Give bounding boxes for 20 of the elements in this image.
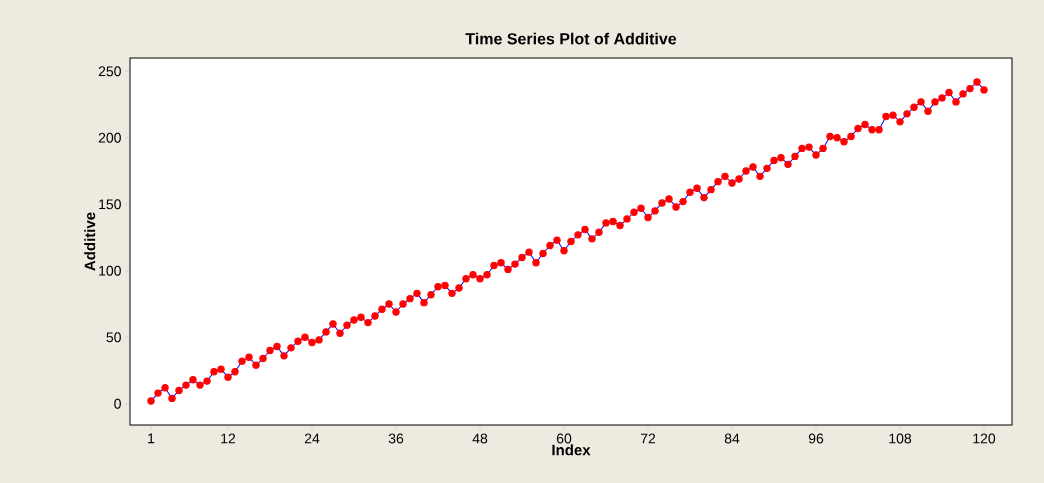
x-tick-label: 108	[889, 433, 912, 444]
x-tick-label: 12	[221, 433, 236, 444]
x-tick-label: 120	[973, 433, 996, 444]
y-tick-label: 50	[106, 332, 121, 343]
x-tick-label: 72	[640, 433, 656, 444]
x-tick-label: 60	[556, 433, 572, 444]
y-tick-label: 100	[99, 265, 121, 276]
x-tick-label: 96	[808, 433, 824, 444]
y-tick-label: 250	[98, 66, 121, 77]
y-axis-title: Additive	[84, 212, 96, 271]
y-tick-label: 150	[99, 199, 121, 210]
x-tick-label: 84	[724, 433, 740, 444]
x-tick-label: 1	[148, 433, 155, 444]
x-tick-label: 36	[388, 433, 404, 444]
chart-title: Time Series Plot of Additive	[465, 32, 677, 45]
x-tick-label: 24	[304, 433, 320, 444]
y-tick-label: 200	[98, 132, 121, 143]
x-axis-title: Index	[552, 444, 591, 456]
x-tick-label: 48	[472, 433, 488, 444]
y-tick-label: 0	[114, 398, 121, 409]
